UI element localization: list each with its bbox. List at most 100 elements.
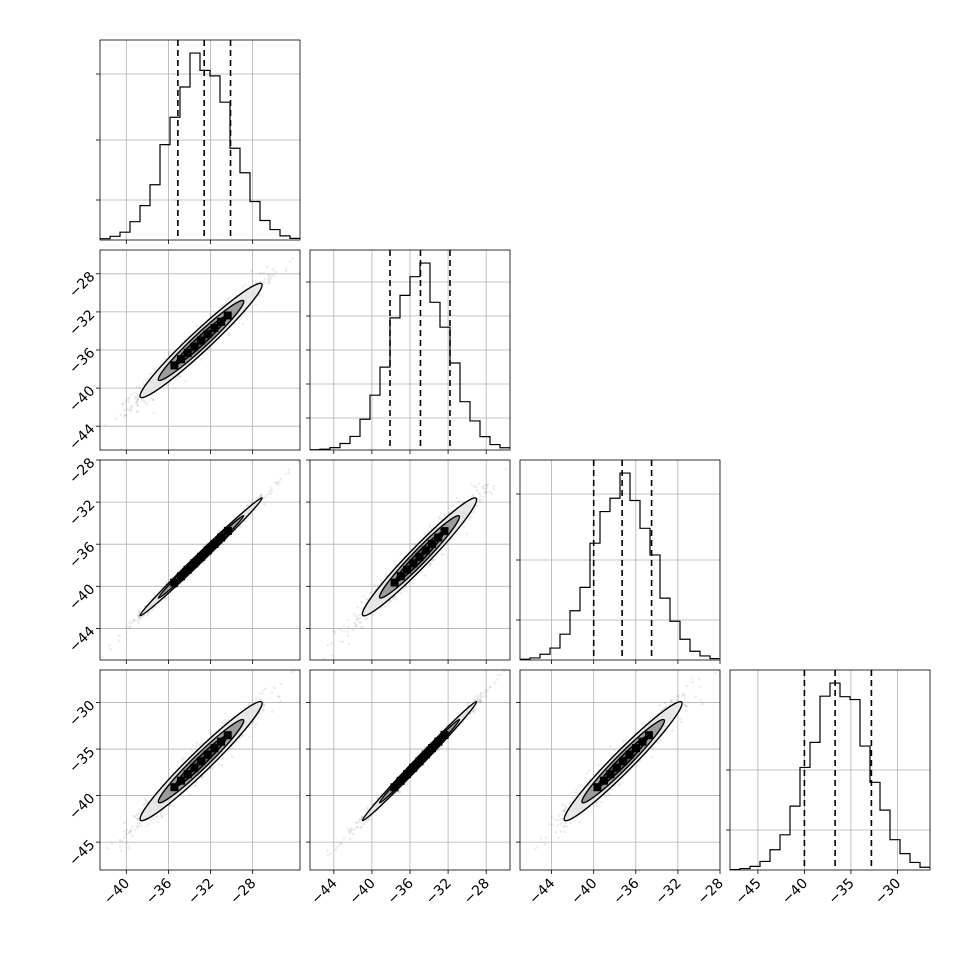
y-tick-label: −28 xyxy=(66,269,98,301)
x-tick-label: −36 xyxy=(143,875,175,907)
density-cell xyxy=(396,572,405,581)
density-cell xyxy=(203,546,212,555)
density-cell xyxy=(440,731,449,739)
x-tick-label: −44 xyxy=(526,875,558,907)
y-tick-label: −40 xyxy=(66,383,98,415)
density-cell xyxy=(197,757,206,766)
density-cell xyxy=(217,737,226,746)
grid xyxy=(520,670,720,870)
density-cell xyxy=(421,750,430,759)
grid xyxy=(100,460,300,660)
x-tick-label: −28 xyxy=(461,876,493,908)
y-tick-label: −44 xyxy=(66,623,98,655)
density-cell xyxy=(409,763,418,772)
x-tick-label: −36 xyxy=(610,875,642,907)
density-cell xyxy=(203,330,212,339)
density-cell xyxy=(403,770,411,779)
panel-frame xyxy=(519,459,721,661)
x-tick-label: −45 xyxy=(733,876,765,908)
x-tick-label: −36 xyxy=(385,875,417,907)
y-tick-label: −28 xyxy=(66,455,98,487)
panel-frame xyxy=(519,669,721,871)
panel-frame xyxy=(309,669,511,871)
panel-frame xyxy=(729,669,931,871)
y-tick-label: −44 xyxy=(66,421,98,453)
scatter-panel-2-1 xyxy=(306,459,511,664)
density-cell xyxy=(190,342,199,351)
density-cell xyxy=(390,578,399,587)
scatter-panel-3-0: −45−40−35−30−40 −36 −32 −28 xyxy=(66,669,301,908)
density-cell xyxy=(434,533,443,542)
contours xyxy=(361,700,478,822)
panel-frame xyxy=(99,669,301,871)
density-cell xyxy=(644,731,653,740)
density-cell xyxy=(183,348,192,357)
x-tick-label: −30 xyxy=(872,876,904,908)
x-tick-label: −40 xyxy=(347,876,379,908)
density-cell xyxy=(223,731,232,740)
density-cell xyxy=(421,546,430,555)
panel-frame xyxy=(99,39,301,241)
density-cell xyxy=(638,737,647,746)
density-cell xyxy=(415,552,424,561)
histogram-line xyxy=(100,52,300,240)
x-tick-label: −35 xyxy=(826,876,858,908)
density-cell xyxy=(223,526,232,535)
panel-frame xyxy=(309,459,511,661)
density-cell xyxy=(210,744,219,753)
density-cell xyxy=(210,539,219,548)
contours xyxy=(361,497,478,617)
density-cell xyxy=(177,355,185,364)
y-tick-label: −35 xyxy=(66,744,98,776)
histogram-line xyxy=(310,262,510,450)
scatter-panel-3-1: −44 −40 −36 −32 −28 xyxy=(306,669,511,908)
panel-frame xyxy=(309,249,511,451)
x-tick-label: −32 xyxy=(423,876,455,908)
density-cell xyxy=(434,737,443,746)
y-tick-label: −32 xyxy=(66,307,98,339)
histogram-panel-0 xyxy=(96,39,301,244)
density-cell xyxy=(390,783,399,792)
x-tick-label: −40 xyxy=(779,876,811,908)
y-tick-label: −36 xyxy=(66,539,98,571)
density-cell xyxy=(612,763,621,772)
density-cell xyxy=(217,317,226,326)
density-cell xyxy=(599,776,608,785)
density-cell xyxy=(197,552,206,561)
density-cell xyxy=(170,783,179,792)
density-cell xyxy=(632,744,640,753)
x-tick-label: −28 xyxy=(227,876,259,908)
grid xyxy=(100,250,300,450)
x-tick-label: −40 xyxy=(568,876,600,908)
histogram-panel-1 xyxy=(306,249,511,454)
scatter-panel-3-2: −44 −40 −36 −32 −28 xyxy=(516,669,727,908)
panel-frame xyxy=(99,459,301,661)
y-tick-label: −40 xyxy=(66,791,98,823)
x-tick-label: −32 xyxy=(185,876,217,908)
density-cell xyxy=(396,776,405,785)
density-cell xyxy=(403,565,412,574)
histogram-line xyxy=(730,682,930,870)
density-cell xyxy=(606,770,615,779)
density-cell xyxy=(210,324,219,332)
x-tick-label: −44 xyxy=(308,875,340,907)
density-cell xyxy=(428,744,437,753)
panel-frame xyxy=(99,249,301,451)
density-cell xyxy=(428,540,436,548)
contours xyxy=(139,282,263,399)
scatter-panel-2-0: −44 −40 −36 −32 −28 xyxy=(66,455,301,664)
density-cell xyxy=(409,559,418,568)
histogram-panel-3: −45 −40 −35 −30 xyxy=(726,669,931,908)
density-cell xyxy=(170,578,179,587)
contours xyxy=(139,700,263,822)
density-cell xyxy=(190,763,199,772)
scatter-panel-1-0: −44 −40 −36 −32 −28 xyxy=(66,249,301,454)
histogram-panel-2 xyxy=(516,459,721,664)
density-cell xyxy=(440,527,449,536)
density-cell xyxy=(223,311,232,320)
density-cell xyxy=(190,559,199,568)
y-tick-label: −30 xyxy=(66,698,98,730)
x-tick-label: −40 xyxy=(101,876,133,908)
y-tick-label: −45 xyxy=(66,837,98,869)
